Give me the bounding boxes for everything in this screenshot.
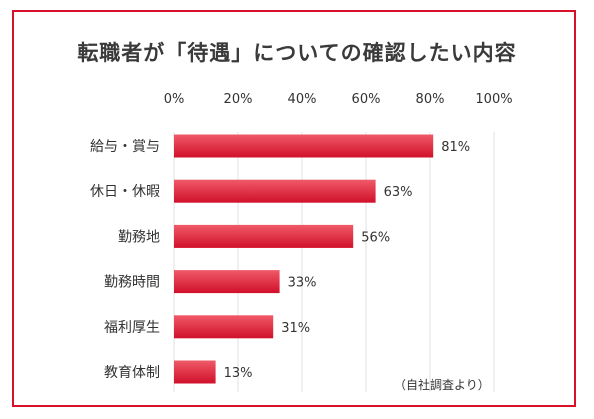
data-label: 63% (384, 185, 413, 200)
data-label: 13% (224, 366, 253, 381)
x-tick-label: 80% (416, 92, 445, 107)
category-label: 給与・賞与 (90, 139, 160, 155)
category-label: 休日・休暇 (90, 184, 160, 200)
x-axis-ticks: 0% 20% 40% 60% 80% 100% (164, 92, 513, 107)
chart-title: 転職者が「待遇」についての確認したい内容 (77, 41, 517, 65)
category-label: 福利厚生 (104, 320, 160, 336)
bar (174, 179, 376, 203)
x-tick-label: 100% (475, 92, 512, 107)
x-tick-label: 40% (288, 92, 317, 107)
x-tick-label: 0% (164, 92, 185, 107)
bar (174, 360, 216, 384)
category-label: 勤務地 (118, 229, 160, 245)
category-label: 教育体制 (104, 365, 160, 381)
category-label: 勤務時間 (104, 275, 160, 291)
bar (174, 270, 280, 294)
data-labels: 81% 63% 56% 33% 31% 13% (224, 140, 471, 381)
data-label: 81% (441, 140, 470, 155)
bars (174, 134, 434, 384)
data-label: 56% (361, 230, 390, 245)
bar (174, 315, 274, 339)
source-note: （自社調査より） (394, 378, 490, 392)
grid-lines (173, 132, 495, 392)
bar (174, 224, 354, 248)
data-label: 31% (281, 321, 310, 336)
data-label: 33% (288, 276, 317, 291)
chart-frame (12, 10, 576, 407)
x-tick-label: 20% (224, 92, 253, 107)
bar (174, 134, 434, 158)
x-tick-label: 60% (352, 92, 381, 107)
